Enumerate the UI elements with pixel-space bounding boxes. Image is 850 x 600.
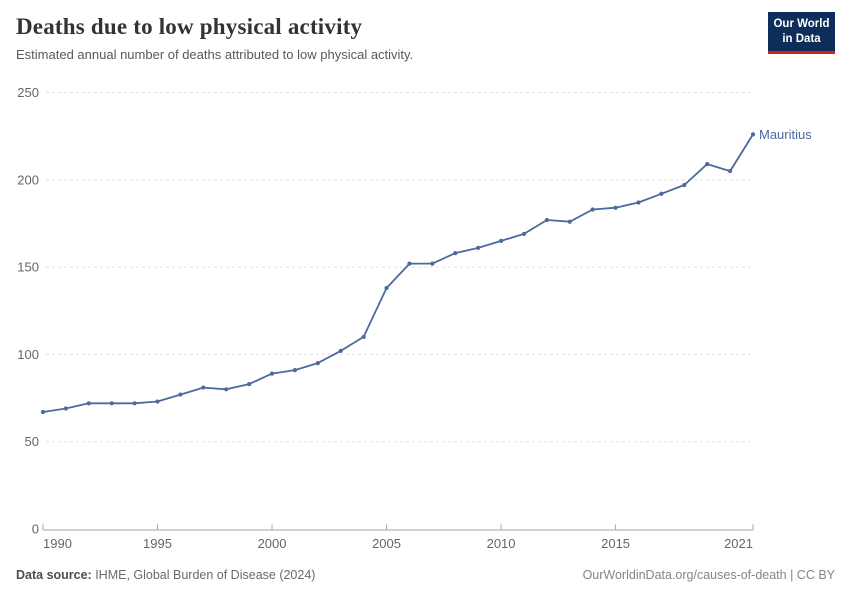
y-tick-label: 50 bbox=[25, 434, 39, 449]
data-point[interactable] bbox=[544, 217, 549, 223]
data-point[interactable] bbox=[109, 401, 114, 406]
data-point[interactable] bbox=[453, 251, 458, 256]
data-point[interactable] bbox=[407, 261, 412, 266]
data-point[interactable] bbox=[338, 348, 343, 354]
data-point[interactable] bbox=[682, 182, 687, 188]
data-point[interactable] bbox=[315, 361, 320, 366]
data-point[interactable] bbox=[201, 385, 206, 390]
x-tick-label: 2015 bbox=[601, 536, 630, 551]
data-point[interactable] bbox=[727, 168, 733, 174]
chart-footer: Data source: IHME, Global Burden of Dise… bbox=[16, 568, 835, 582]
data-point[interactable] bbox=[292, 368, 298, 373]
y-tick-label: 0 bbox=[32, 522, 39, 537]
data-point[interactable] bbox=[430, 261, 435, 266]
data-point[interactable] bbox=[659, 191, 664, 196]
data-point[interactable] bbox=[63, 406, 69, 411]
data-source: Data source: IHME, Global Burden of Dise… bbox=[16, 568, 315, 582]
y-tick-label: 200 bbox=[17, 172, 39, 187]
entity-label: Mauritius bbox=[759, 127, 812, 142]
data-point[interactable] bbox=[361, 334, 366, 340]
owid-logo-line1: Our World bbox=[773, 18, 830, 30]
data-point[interactable] bbox=[40, 409, 46, 415]
data-point[interactable] bbox=[636, 200, 641, 205]
data-point[interactable] bbox=[155, 399, 160, 404]
x-tick-label: 2005 bbox=[372, 536, 401, 551]
data-point[interactable] bbox=[132, 401, 137, 406]
data-point[interactable] bbox=[384, 285, 389, 291]
data-point[interactable] bbox=[86, 401, 91, 406]
data-source-text: IHME, Global Burden of Disease (2024) bbox=[91, 568, 316, 582]
chart-title: Deaths due to low physical activity bbox=[16, 14, 363, 39]
data-point[interactable] bbox=[750, 132, 756, 137]
x-tick-label: 1990 bbox=[43, 536, 72, 551]
y-tick-label: 250 bbox=[17, 85, 39, 100]
data-series-line[interactable] bbox=[42, 133, 754, 413]
data-point[interactable] bbox=[247, 381, 252, 387]
chart-header: Deaths due to low physical activity Esti… bbox=[16, 14, 740, 62]
data-point[interactable] bbox=[590, 207, 595, 212]
data-point[interactable] bbox=[498, 238, 504, 244]
data-point[interactable] bbox=[269, 371, 275, 376]
chart-subtitle: Estimated annual number of deaths attrib… bbox=[16, 47, 414, 63]
data-point[interactable] bbox=[567, 219, 572, 224]
credit-link[interactable]: OurWorldinData.org/causes-of-death | CC … bbox=[582, 568, 835, 582]
owid-logo-line2: in Data bbox=[782, 32, 821, 45]
data-point[interactable] bbox=[476, 245, 481, 250]
data-point[interactable] bbox=[613, 205, 618, 210]
y-tick-label: 100 bbox=[17, 347, 39, 362]
data-point[interactable] bbox=[705, 161, 710, 167]
x-tick-label: 2021 bbox=[724, 536, 753, 551]
owid-logo[interactable]: Our World in Data bbox=[768, 12, 835, 54]
data-point[interactable] bbox=[521, 231, 527, 237]
data-source-label: Data source: bbox=[16, 568, 92, 582]
data-point[interactable] bbox=[224, 387, 229, 392]
data-point[interactable] bbox=[178, 392, 183, 397]
x-tick-label: 2010 bbox=[487, 536, 516, 551]
x-tick-label: 2000 bbox=[258, 536, 287, 551]
y-tick-label: 150 bbox=[17, 260, 39, 275]
x-tick-label: 1995 bbox=[143, 536, 172, 551]
